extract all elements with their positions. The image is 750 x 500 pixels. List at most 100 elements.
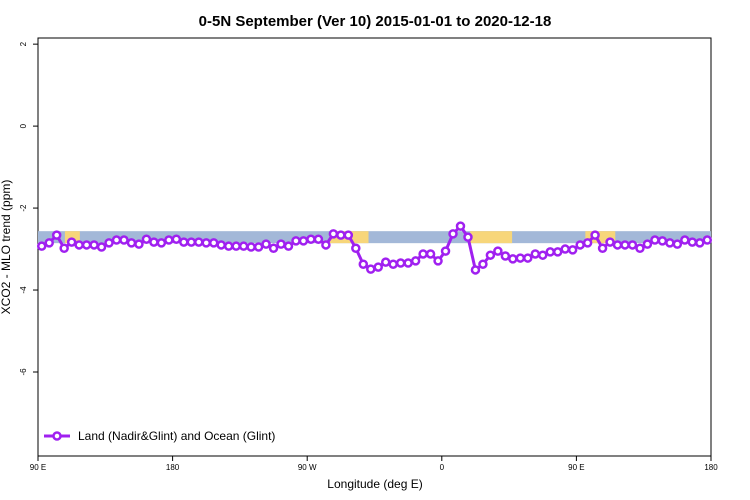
y-tick-label: 2 <box>19 41 28 46</box>
data-point <box>149 237 159 247</box>
chart-title: 0-5N September (Ver 10) 2015-01-01 to 20… <box>199 13 552 30</box>
data-point <box>657 236 668 246</box>
data-point <box>231 241 241 251</box>
data-point <box>560 244 570 254</box>
data-point <box>403 258 413 268</box>
data-point <box>627 240 638 250</box>
data-point <box>246 242 256 252</box>
x-axis-label: Longitude (deg E) <box>327 477 422 491</box>
data-point <box>216 240 226 250</box>
data-point <box>433 256 443 266</box>
data-point <box>223 241 234 251</box>
data-point <box>111 235 122 245</box>
data-point <box>268 243 279 253</box>
data-point <box>36 241 47 251</box>
data-point <box>156 238 167 248</box>
data-point <box>179 237 189 247</box>
data-point <box>702 235 713 245</box>
data-point <box>358 259 369 269</box>
data-point <box>388 259 398 269</box>
data-point <box>328 229 339 239</box>
x-tick-label: 90 E <box>568 463 584 472</box>
data-point <box>478 259 488 269</box>
data-point <box>336 230 346 240</box>
data-point <box>298 236 309 246</box>
data-point <box>448 229 458 239</box>
data-point <box>171 234 182 244</box>
data-point <box>66 237 77 247</box>
data-point <box>463 232 473 242</box>
data-point <box>291 236 301 246</box>
data-point <box>695 238 705 248</box>
data-point <box>425 249 436 259</box>
data-point <box>575 240 585 250</box>
data-point <box>470 265 481 275</box>
data-point <box>74 240 84 250</box>
data-point <box>493 246 503 256</box>
data-point <box>373 262 383 272</box>
data-point <box>134 239 144 249</box>
y-tick-label: -2 <box>19 204 28 212</box>
data-point <box>650 235 660 245</box>
data-point <box>283 241 294 251</box>
data-point <box>612 240 623 250</box>
data-point <box>530 249 541 259</box>
data-point <box>635 243 645 253</box>
legend-label: Land (Nadir&Glint) and Ocean (Glint) <box>78 429 275 443</box>
x-tick-label: 180 <box>704 463 718 472</box>
y-tick-label: -4 <box>19 286 28 294</box>
y-tick-label: -6 <box>19 368 28 376</box>
data-point <box>194 237 204 247</box>
data-point <box>642 239 653 249</box>
x-tick-label: 180 <box>166 463 180 472</box>
data-point <box>351 243 361 253</box>
data-point <box>261 239 271 249</box>
data-point <box>343 230 354 240</box>
data-point <box>410 256 421 266</box>
y-tick-label: 0 <box>19 123 28 128</box>
data-point <box>605 237 615 247</box>
data-point <box>440 246 451 256</box>
data-point <box>395 258 406 268</box>
y-axis-label: XCO2 - MLO trend (ppm) <box>0 180 13 315</box>
data-point <box>51 230 62 240</box>
land-band <box>470 231 513 244</box>
data-point <box>141 234 152 244</box>
data-point <box>552 247 563 257</box>
data-point <box>366 264 376 274</box>
data-point <box>208 238 219 248</box>
data-point <box>620 240 630 250</box>
data-point <box>126 238 137 248</box>
data-point <box>81 240 92 250</box>
data-point <box>523 253 533 263</box>
data-point <box>59 243 69 253</box>
data-point <box>253 242 264 252</box>
data-point <box>680 235 690 245</box>
data-point <box>321 240 331 250</box>
data-point <box>96 242 107 252</box>
data-point <box>201 238 211 248</box>
legend-marker <box>52 431 62 441</box>
data-point <box>500 251 511 261</box>
data-point <box>665 238 675 248</box>
data-point <box>380 257 391 267</box>
data-point <box>238 241 249 251</box>
data-point <box>508 254 518 264</box>
data-point <box>485 250 496 260</box>
data-point <box>306 234 316 244</box>
data-point <box>44 238 54 248</box>
data-point <box>597 243 608 253</box>
data-point <box>538 250 548 260</box>
x-tick-label: 0 <box>440 463 445 472</box>
data-point <box>418 249 428 259</box>
data-point <box>687 237 698 247</box>
data-point <box>582 238 593 248</box>
data-point <box>186 237 197 247</box>
data-point <box>89 240 99 250</box>
data-point <box>567 245 578 255</box>
data-point <box>104 238 114 248</box>
data-point <box>119 235 129 245</box>
data-point <box>313 234 324 244</box>
data-point <box>545 247 555 257</box>
